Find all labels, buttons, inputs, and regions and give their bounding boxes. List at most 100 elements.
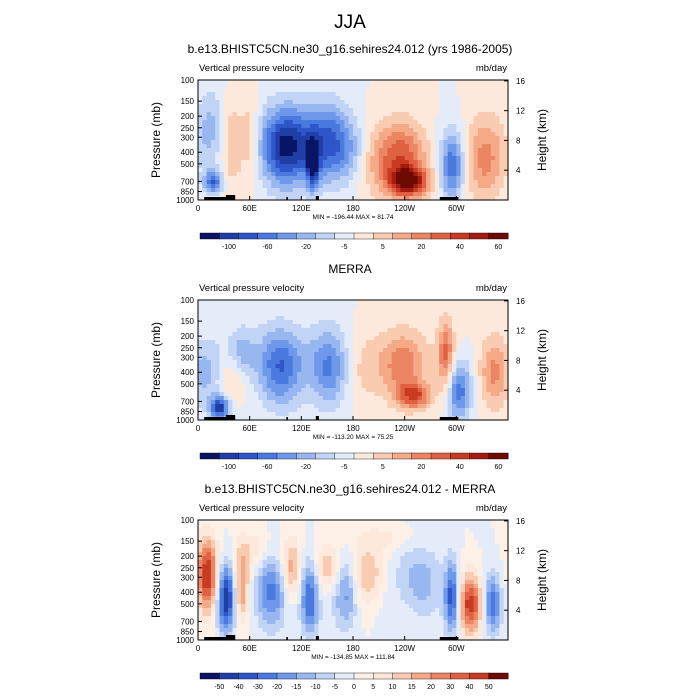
heatmap-cell: [288, 120, 294, 125]
heatmap-cell: [249, 140, 255, 145]
heatmap-cell: [249, 568, 255, 573]
heatmap-cell: [353, 160, 358, 165]
heatmap-cell: [490, 136, 496, 141]
heatmap-cell: [327, 172, 333, 177]
heatmap-cell: [327, 336, 333, 341]
heatmap-cell: [327, 388, 333, 393]
heatmap-cell: [353, 388, 358, 393]
heatmap-cell: [236, 564, 242, 569]
heatmap-cell: [344, 196, 350, 201]
heatmap-cell: [439, 88, 445, 93]
heatmap-cell: [210, 128, 216, 133]
heatmap-cell: [400, 404, 406, 409]
heatmap-cell: [348, 380, 354, 385]
heatmap-cell: [314, 396, 320, 401]
heatmap-cell: [503, 308, 509, 313]
heatmap-cell: [361, 188, 367, 193]
heatmap-cell: [297, 180, 302, 185]
heatmap-cell: [266, 332, 272, 337]
heatmap-cell: [331, 148, 337, 153]
heatmap-cell: [232, 380, 238, 385]
heatmap-cell: [477, 380, 483, 385]
heatmap-cell: [210, 388, 216, 393]
heatmap-cell: [469, 416, 475, 421]
heatmap-cell: [322, 120, 328, 125]
heatmap-cell: [391, 92, 397, 97]
heatmap-cell: [305, 176, 311, 181]
heatmap-cell: [266, 92, 272, 97]
heatmap-cell: [344, 132, 350, 137]
heatmap-cell: [266, 568, 272, 573]
heatmap-cell: [396, 324, 401, 329]
heatmap-cell: [301, 100, 307, 105]
heatmap-cell: [456, 404, 462, 409]
heatmap-cell: [495, 152, 500, 157]
heatmap-cell: [232, 408, 238, 413]
heatmap-cell: [430, 400, 436, 405]
heatmap-cell: [452, 152, 457, 157]
heatmap-cell: [305, 180, 311, 185]
heatmap-cell: [486, 156, 492, 161]
heatmap-cell: [245, 620, 251, 625]
heatmap-cell: [210, 176, 216, 181]
heatmap-cell: [482, 328, 488, 333]
heatmap-cell: [378, 336, 384, 341]
heatmap-cell: [266, 304, 272, 309]
heatmap-cell: [348, 132, 354, 137]
heatmap-cell: [215, 560, 221, 565]
heatmap-cell: [253, 144, 259, 149]
heatmap-cell: [340, 372, 345, 377]
heatmap-cell: [430, 164, 436, 169]
heatmap-cell: [198, 572, 203, 577]
heatmap-cell: [447, 156, 453, 161]
heatmap-cell: [387, 196, 393, 201]
heatmap-cell: [495, 384, 500, 389]
heatmap-cell: [249, 388, 255, 393]
heatmap-cell: [482, 144, 488, 149]
heatmap-cell: [275, 308, 281, 313]
heatmap-cell: [473, 172, 479, 177]
heatmap-cell: [219, 612, 225, 617]
heatmap-cell: [400, 104, 406, 109]
heatmap-cell: [456, 192, 462, 197]
heatmap-cell: [253, 532, 259, 537]
heatmap-cell: [297, 116, 302, 121]
heatmap-cell: [215, 536, 221, 541]
heatmap-cell: [266, 584, 272, 589]
heatmap-cell: [353, 144, 358, 149]
heatmap-cell: [284, 376, 290, 381]
heatmap-cell: [426, 96, 432, 101]
heatmap-cell: [413, 324, 419, 329]
heatmap-cell: [210, 612, 216, 617]
heatmap-cell: [236, 328, 242, 333]
heatmap-cell: [400, 100, 406, 105]
heatmap-cell: [198, 164, 203, 169]
heatmap-cell: [495, 404, 500, 409]
heatmap-cell: [421, 92, 427, 97]
heatmap-cell: [219, 404, 225, 409]
heatmap-cell: [241, 636, 246, 641]
heatmap-cell: [297, 356, 302, 361]
heatmap-cell: [275, 92, 281, 97]
heatmap-cell: [232, 188, 238, 193]
heatmap-cell: [249, 552, 255, 557]
heatmap-cell: [400, 364, 406, 369]
heatmap-cell: [413, 188, 419, 193]
heatmap-cell: [378, 172, 384, 177]
heatmap-cell: [327, 312, 333, 317]
heatmap-cell: [297, 344, 302, 349]
heatmap-cell: [400, 92, 406, 97]
heatmap-cell: [228, 92, 234, 97]
heatmap-cell: [301, 344, 307, 349]
colorbar-swatch: [296, 452, 316, 460]
heatmap-cell: [215, 88, 221, 93]
chart-title: MERRA: [328, 262, 371, 276]
heatmap-cell: [391, 132, 397, 137]
heatmap-cell: [301, 368, 307, 373]
heatmap-cell: [206, 100, 212, 105]
heatmap-cell: [348, 396, 354, 401]
heatmap-cell: [309, 180, 315, 185]
heatmap-cell: [228, 116, 234, 121]
heatmap-cell: [378, 316, 384, 321]
heatmap-cell: [219, 148, 225, 153]
